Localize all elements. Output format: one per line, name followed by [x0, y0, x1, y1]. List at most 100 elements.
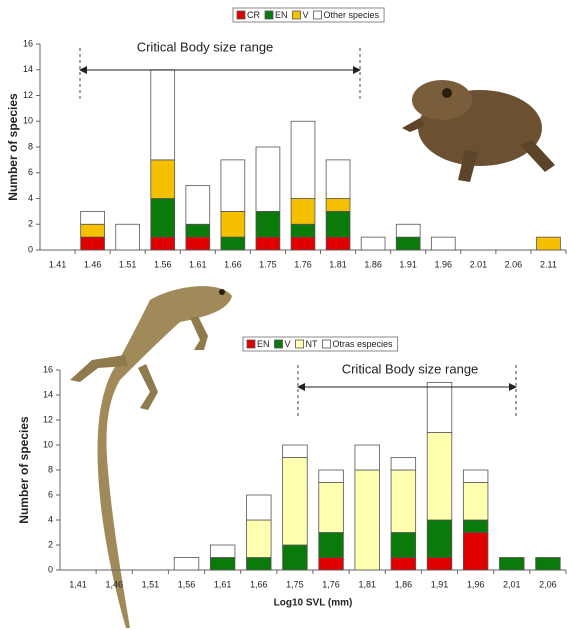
- x-tick-label: 1.96: [435, 259, 453, 269]
- bar-segment: [326, 160, 350, 199]
- x-tick-label: 2.01: [470, 259, 488, 269]
- x-tick-label: 1,51: [142, 579, 160, 589]
- bar-segment: [291, 121, 315, 198]
- x-tick-label: 1.41: [49, 259, 67, 269]
- bar-segment: [355, 470, 380, 570]
- x-tick-label: 2.11: [540, 259, 557, 269]
- bar-segment: [326, 237, 350, 250]
- bar-segment: [326, 211, 350, 237]
- bar-segment: [361, 237, 385, 250]
- bar-segment: [283, 545, 308, 570]
- bar-segment: [319, 483, 344, 533]
- bar-segment: [431, 237, 455, 250]
- x-tick-label: 1,56: [178, 579, 196, 589]
- bar-segment: [151, 160, 175, 199]
- annotation: Critical Body size range: [137, 39, 274, 54]
- bar-segment: [81, 211, 105, 224]
- legend-swatch: [237, 11, 245, 19]
- y-axis-label: Number of species: [6, 93, 20, 201]
- y-tick-label: 4: [28, 193, 33, 203]
- x-tick-label: 1,61: [214, 579, 232, 589]
- bar-segment: [427, 433, 452, 521]
- legend-label: NT: [306, 339, 318, 349]
- bar-segment: [256, 147, 280, 211]
- bar-segment: [319, 470, 344, 483]
- legend-swatch: [296, 340, 304, 348]
- x-tick-label: 1,81: [358, 579, 376, 589]
- bar-segment: [427, 558, 452, 571]
- bar-segment: [186, 186, 210, 225]
- x-tick-label: 1.51: [119, 259, 137, 269]
- y-tick-label: 10: [43, 439, 53, 449]
- bar-segment: [283, 445, 308, 458]
- legend-label: Other species: [324, 10, 380, 20]
- bar-segment: [291, 199, 315, 225]
- y-tick-label: 6: [48, 489, 53, 499]
- bar-segment: [151, 199, 175, 238]
- x-tick-label: 2,01: [503, 579, 521, 589]
- x-tick-label: 1,66: [250, 579, 268, 589]
- legend-label: CR: [247, 10, 260, 20]
- bar-segment: [210, 545, 235, 558]
- x-tick-label: 1.91: [399, 259, 417, 269]
- bar-segment: [221, 237, 245, 250]
- x-tick-label: 1.66: [224, 259, 242, 269]
- bar-segment: [151, 237, 175, 250]
- y-tick-label: 16: [23, 38, 33, 48]
- bar-segment: [391, 470, 416, 533]
- y-tick-label: 0: [48, 564, 53, 574]
- bar-segment: [186, 224, 210, 237]
- bar-segment: [427, 520, 452, 558]
- bar-segment: [210, 558, 235, 571]
- legend-swatch: [314, 11, 322, 19]
- x-tick-label: 1,91: [431, 579, 449, 589]
- y-tick-label: 16: [43, 364, 53, 374]
- bar-segment: [427, 383, 452, 433]
- legend-swatch: [247, 340, 255, 348]
- bar-segment: [537, 237, 561, 250]
- y-tick-label: 8: [48, 464, 53, 474]
- x-tick-label: 1,96: [467, 579, 485, 589]
- bar-segment: [391, 533, 416, 558]
- bar-segment: [174, 558, 199, 571]
- x-axis-label: Log10 SVL (mm): [274, 598, 353, 609]
- x-tick-label: 1.56: [154, 259, 172, 269]
- y-tick-label: 12: [23, 90, 33, 100]
- y-tick-label: 14: [43, 389, 53, 399]
- bar-segment: [536, 558, 561, 571]
- y-tick-label: 6: [28, 167, 33, 177]
- photo-toad: [402, 80, 555, 182]
- bar-segment: [463, 520, 488, 533]
- bar-segment: [355, 445, 380, 470]
- legend-label: Otras especies: [333, 339, 394, 349]
- x-tick-label: 1,41: [69, 579, 87, 589]
- bar-segment: [396, 237, 420, 250]
- bar-segment: [221, 211, 245, 237]
- bar-segment: [291, 224, 315, 237]
- bar-segment: [81, 224, 105, 237]
- bar-segment: [319, 533, 344, 558]
- legend-label: EN: [275, 10, 288, 20]
- bar-segment: [463, 533, 488, 571]
- y-tick-label: 2: [48, 539, 53, 549]
- bar-segment: [186, 237, 210, 250]
- y-axis-label: Number of species: [17, 416, 31, 524]
- bar-segment: [246, 520, 271, 558]
- legend-label: V: [303, 10, 309, 20]
- bar-segment: [116, 224, 140, 250]
- chart: 02468101214161.411.461.511.561.611.661.7…: [0, 0, 568, 630]
- bar-segment: [291, 237, 315, 250]
- legend: CR EN V Other species: [233, 8, 384, 22]
- bar-segment: [221, 160, 245, 212]
- x-tick-label: 1,75: [286, 579, 304, 589]
- legend-swatch: [275, 340, 283, 348]
- page: {"chart_data": [ {"type": "bar", "stacke…: [0, 0, 568, 630]
- bar-segment: [319, 558, 344, 571]
- bar-segment: [81, 237, 105, 250]
- bar-segment: [246, 558, 271, 571]
- x-tick-label: 1.75: [259, 259, 277, 269]
- photo-lizard: [70, 286, 232, 628]
- legend-label: V: [285, 339, 291, 349]
- x-tick-label: 2,06: [539, 579, 557, 589]
- legend-swatch: [265, 11, 273, 19]
